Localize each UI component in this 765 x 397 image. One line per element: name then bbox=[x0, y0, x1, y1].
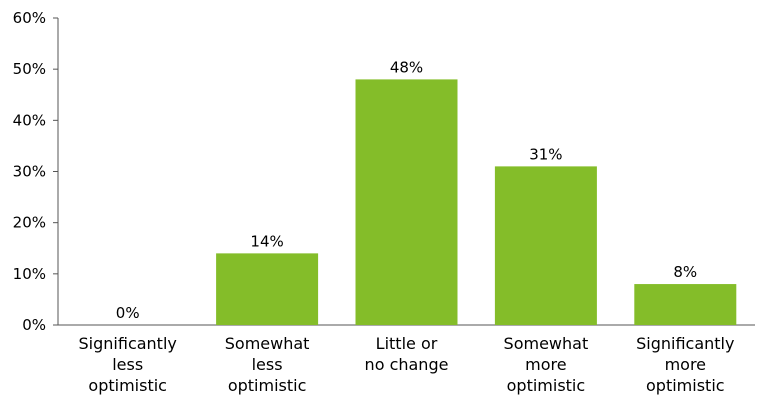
bar bbox=[494, 166, 597, 325]
y-tick-label: 40% bbox=[13, 111, 46, 129]
y-tick-label: 60% bbox=[13, 9, 46, 27]
category-labels: Significantly less optimistic Somewhat less o… bbox=[79, 334, 735, 395]
data-label: 31% bbox=[529, 145, 562, 163]
bar bbox=[634, 284, 737, 325]
data-label: 48% bbox=[390, 58, 423, 76]
category-label-line: less bbox=[112, 355, 143, 374]
y-axis: 0% 10% 20% 30% 40% 50% 60% bbox=[13, 9, 59, 334]
data-label: 0% bbox=[116, 304, 140, 322]
data-label: 8% bbox=[673, 263, 697, 281]
y-tick-label: 30% bbox=[13, 163, 46, 181]
category-label-line: optimistic bbox=[228, 376, 307, 395]
category-label-line: optimistic bbox=[88, 376, 167, 395]
category-label-line: Significantly bbox=[79, 334, 177, 353]
bars bbox=[216, 79, 737, 326]
category-label-line: Somewhat bbox=[504, 334, 589, 353]
y-tick-label: 50% bbox=[13, 60, 46, 78]
y-tick-label: 10% bbox=[13, 265, 46, 283]
category-label: Somewhat more optimistic bbox=[504, 334, 589, 395]
category-label-line: Little or bbox=[376, 334, 438, 353]
bar bbox=[216, 253, 319, 325]
y-tick-label: 20% bbox=[13, 214, 46, 232]
bar bbox=[355, 79, 458, 326]
category-label-line: optimistic bbox=[507, 376, 586, 395]
category-label-line: Significantly bbox=[636, 334, 734, 353]
category-label-line: Somewhat bbox=[225, 334, 310, 353]
category-label-line: optimistic bbox=[646, 376, 725, 395]
category-label: Somewhat less optimistic bbox=[225, 334, 310, 395]
category-label: Significantly more optimistic bbox=[636, 334, 734, 395]
data-labels: 0% 14% 48% 31% 8% bbox=[116, 58, 697, 322]
category-label: Little or no change bbox=[365, 334, 449, 374]
y-tick-label: 0% bbox=[22, 316, 46, 334]
category-label-line: no change bbox=[365, 355, 449, 374]
category-label-line: more bbox=[665, 355, 706, 374]
category-label-line: more bbox=[525, 355, 566, 374]
category-label-line: less bbox=[252, 355, 283, 374]
data-label: 14% bbox=[250, 232, 283, 250]
category-label: Significantly less optimistic bbox=[79, 334, 177, 395]
